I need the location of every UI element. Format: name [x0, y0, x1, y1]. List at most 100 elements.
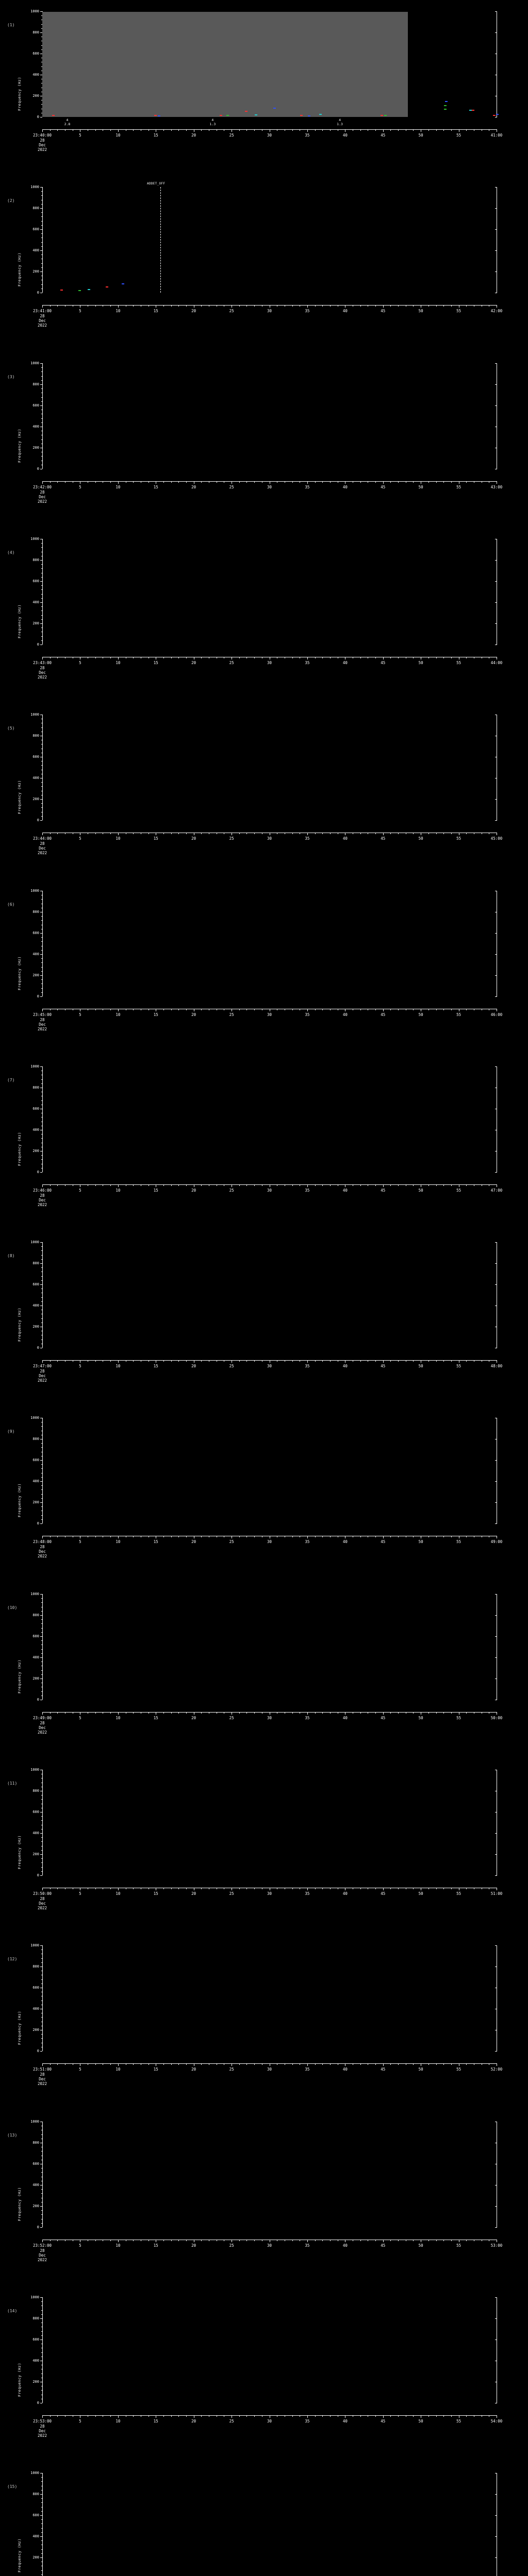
x-minor-tick [322, 2415, 323, 2417]
y-tick-mark [40, 1460, 42, 1461]
y-tick-label: 1000 [30, 1240, 39, 1244]
date-line: 2022 [37, 851, 47, 855]
right-tick-mark [495, 11, 497, 12]
y-minor-tick [41, 1837, 42, 1838]
y-tick-label: 600 [32, 1810, 39, 1814]
x-minor-tick [95, 1536, 96, 1537]
x-minor-tick [95, 833, 96, 834]
y-minor-tick [41, 1267, 42, 1268]
x-tick-label: 23:42:00 [32, 485, 52, 489]
x-tick-label: 5 [79, 133, 81, 138]
x-tick-label: 23:43:00 [32, 660, 52, 665]
x-tick-label: 30 [267, 2243, 272, 2248]
x-minor-tick [254, 1536, 255, 1537]
x-tick-label: 50 [418, 1891, 423, 1896]
date-line: 2022 [37, 2258, 47, 2262]
date-line: Dec [39, 318, 46, 323]
x-minor-tick [50, 1536, 51, 1537]
x-minor-tick [443, 481, 444, 483]
y-tick-mark [40, 1636, 42, 1637]
y-tick-mark [40, 1615, 42, 1616]
x-minor-tick [163, 1712, 164, 1714]
y-axis-line [42, 1242, 43, 1348]
x-tick-label: 35 [305, 133, 310, 138]
y-tick-label: 400 [32, 2359, 39, 2363]
y-minor-tick [41, 1979, 42, 1980]
y-tick-mark [40, 1284, 42, 1285]
x-tick-mark [383, 657, 384, 659]
x-minor-tick [133, 2240, 134, 2241]
x-minor-tick [246, 1888, 247, 1889]
x-minor-tick [163, 1009, 164, 1010]
x-tick-label: 35 [305, 309, 310, 313]
x-tick-label: 20 [191, 660, 196, 665]
y-tick-label: 0 [37, 1170, 39, 1174]
x-minor-tick [330, 1184, 331, 1186]
x-minor-tick [360, 1712, 361, 1714]
y-minor-tick [41, 598, 42, 599]
x-minor-tick [50, 1009, 51, 1010]
x-minor-tick [178, 481, 179, 483]
y-tick-label: 200 [32, 1500, 39, 1504]
x-minor-tick [443, 129, 444, 131]
x-minor-tick [178, 1360, 179, 1362]
y-minor-tick [41, 2223, 42, 2224]
y-tick-mark [40, 799, 42, 800]
y-minor-tick [41, 2310, 42, 2311]
detection-mark [52, 115, 55, 116]
x-minor-tick [148, 1009, 149, 1010]
y-tick-label: 400 [32, 2534, 39, 2538]
y-minor-tick [41, 1871, 42, 1872]
x-minor-tick [360, 833, 361, 834]
x-minor-tick [133, 1712, 134, 1714]
y-minor-tick [41, 1653, 42, 1654]
x-tick-label: 5 [79, 485, 81, 489]
date-line: 2022 [37, 1730, 47, 1735]
x-tick-label: 30 [267, 1012, 272, 1017]
x-minor-tick [110, 1888, 111, 1889]
y-minor-tick [41, 2301, 42, 2302]
x-tick-label: 25 [229, 1716, 234, 1720]
y-minor-tick [41, 807, 42, 808]
x-minor-tick [201, 481, 202, 483]
x-minor-tick [186, 833, 187, 834]
x-axis [42, 2063, 497, 2067]
y-minor-tick [41, 195, 42, 196]
x-minor-tick [246, 1536, 247, 1537]
x-tick-label: 25 [229, 1188, 234, 1193]
x-minor-tick [201, 1536, 202, 1537]
x-minor-tick [57, 2240, 58, 2241]
y-minor-tick [41, 636, 42, 637]
x-minor-tick [436, 481, 437, 483]
y-minor-tick [41, 242, 42, 243]
x-minor-tick [133, 1888, 134, 1889]
right-tick-mark [495, 1657, 497, 1658]
x-minor-tick [443, 305, 444, 307]
date-line: 28 [40, 314, 45, 318]
date-line: Dec [39, 1198, 46, 1202]
x-minor-tick [178, 1712, 179, 1714]
y-minor-tick [41, 225, 42, 226]
x-minor-tick [201, 1888, 202, 1889]
x-tick-label: 50 [418, 660, 423, 665]
x-minor-tick [390, 305, 391, 307]
x-tick-label: 40 [342, 660, 348, 665]
x-tick-label: 10 [116, 660, 121, 665]
y-tick-label: 400 [32, 1479, 39, 1483]
x-minor-tick [171, 1009, 172, 1010]
panel-number-13: (13) [7, 2133, 18, 2138]
x-axis-date: 28 Dec 2022 [38, 2072, 47, 2086]
x-tick-mark [383, 1360, 384, 1363]
x-minor-tick [315, 1360, 316, 1362]
x-minor-tick [163, 1888, 164, 1889]
y-minor-tick [41, 640, 42, 641]
x-minor-tick [95, 657, 96, 658]
x-minor-tick [201, 2240, 202, 2241]
y-minor-tick [41, 979, 42, 980]
x-minor-tick [246, 1360, 247, 1362]
y-minor-tick [41, 2352, 42, 2353]
y-minor-tick [41, 1519, 42, 1520]
x-tick-label: 45 [381, 309, 386, 313]
x-minor-tick [315, 2415, 316, 2417]
panel-5: (5) Frequency (Hz) 1000 800 600 400 200 0 23:44:… [0, 703, 528, 879]
